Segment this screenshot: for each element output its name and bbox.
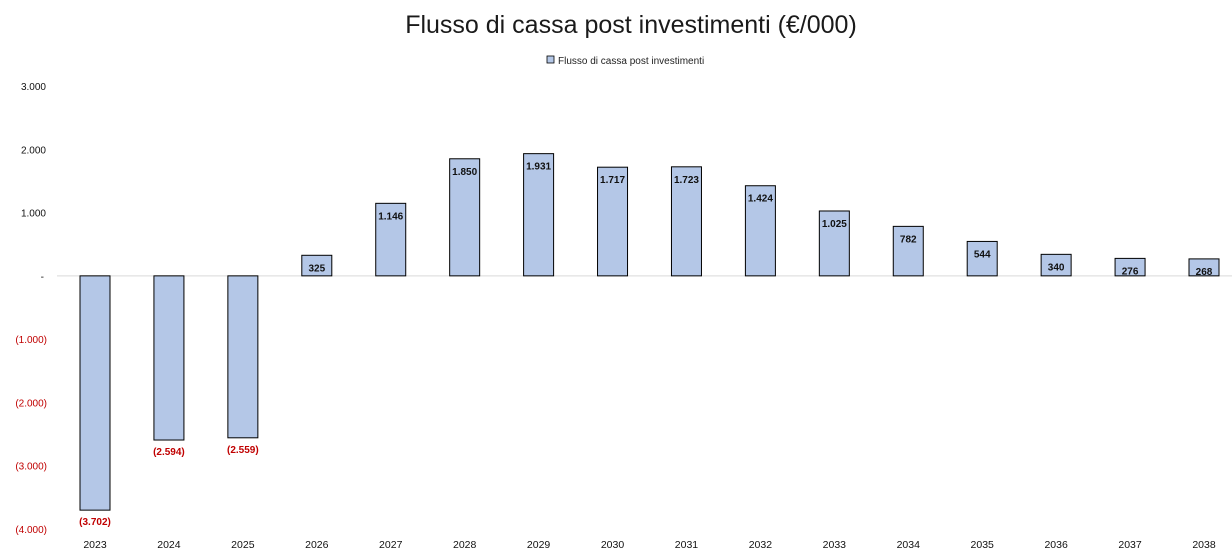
data-labels: (3.702) (2.594) (2.559) 325 1.146 1.850 1.931 1… (79, 162, 1213, 528)
x-tick-label: 2032 (749, 539, 773, 551)
y-tick-label: 3.000 (21, 82, 46, 93)
bar-2028 (449, 158, 481, 277)
data-label-2032: 1.424 (748, 194, 773, 205)
data-label-2029: 1.931 (526, 162, 551, 173)
data-label-2036: 340 (1048, 262, 1065, 273)
data-label-2025: (2.559) (227, 445, 259, 456)
data-label-2031: 1.723 (674, 175, 699, 186)
y-tick-label: (2.000) (15, 398, 47, 409)
bar-2029 (523, 153, 555, 277)
y-tick-label: (4.000) (15, 525, 47, 536)
data-label-2035: 544 (974, 249, 991, 260)
bar-2038 (1188, 258, 1220, 277)
data-label-2028: 1.850 (452, 167, 477, 178)
bar-2036 (1040, 253, 1072, 277)
bar-2025 (227, 275, 259, 439)
x-tick-label: 2027 (379, 539, 403, 551)
bar-2035 (966, 240, 998, 277)
data-label-2027: 1.146 (378, 211, 403, 222)
y-tick-label: 2.000 (21, 145, 46, 156)
data-label-2024: (2.594) (153, 447, 185, 458)
x-tick-label: 2035 (971, 539, 995, 551)
x-tick-label: 2028 (453, 539, 477, 551)
data-label-2026: 325 (308, 263, 325, 274)
bar-2024 (153, 275, 185, 441)
y-tick-label: (1.000) (15, 335, 47, 346)
x-tick-label: 2026 (305, 539, 329, 551)
bar-2031 (670, 166, 702, 277)
y-tick-label: 1.000 (21, 209, 46, 220)
chart-title: Flusso di cassa post investimenti (€/000… (405, 11, 857, 39)
bar-2030 (597, 166, 629, 277)
x-tick-label: 2031 (675, 539, 699, 551)
y-tick-label: (3.000) (15, 462, 47, 473)
data-label-2038: 268 (1196, 267, 1213, 278)
y-tick-label: - (41, 272, 44, 283)
bar-2032 (744, 185, 776, 277)
legend: Flusso di cassa post investimenti (546, 55, 704, 67)
bar-2023 (79, 275, 111, 511)
x-tick-label: 2036 (1044, 539, 1068, 551)
x-tick-label: 2024 (157, 539, 181, 551)
x-tick-label: 2030 (601, 539, 625, 551)
bar-2034 (892, 225, 924, 277)
x-axis: 2023 2024 2025 2026 2027 2028 2029 2030 2031 2032… (83, 539, 1216, 551)
data-label-2034: 782 (900, 234, 917, 245)
legend-label: Flusso di cassa post investimenti (558, 56, 704, 67)
y-axis: 3.000 2.000 1.000 - (1.000) (2.000) (3.000) (4.… (15, 82, 47, 536)
legend-swatch (546, 55, 555, 64)
data-label-2023: (3.702) (79, 517, 111, 528)
bar-2027 (375, 202, 407, 277)
data-label-2030: 1.717 (600, 175, 625, 186)
x-tick-label: 2023 (83, 539, 107, 551)
data-label-2033: 1.025 (822, 219, 847, 230)
bar-2026 (301, 254, 333, 277)
x-tick-label: 2025 (231, 539, 255, 551)
x-tick-label: 2038 (1192, 539, 1216, 551)
bar-2037 (1114, 257, 1146, 277)
bar-2033 (818, 210, 850, 277)
x-tick-label: 2037 (1118, 539, 1142, 551)
x-tick-label: 2034 (897, 539, 921, 551)
x-tick-label: 2029 (527, 539, 551, 551)
data-label-2037: 276 (1122, 266, 1139, 277)
bars (79, 153, 1220, 511)
x-tick-label: 2033 (823, 539, 847, 551)
